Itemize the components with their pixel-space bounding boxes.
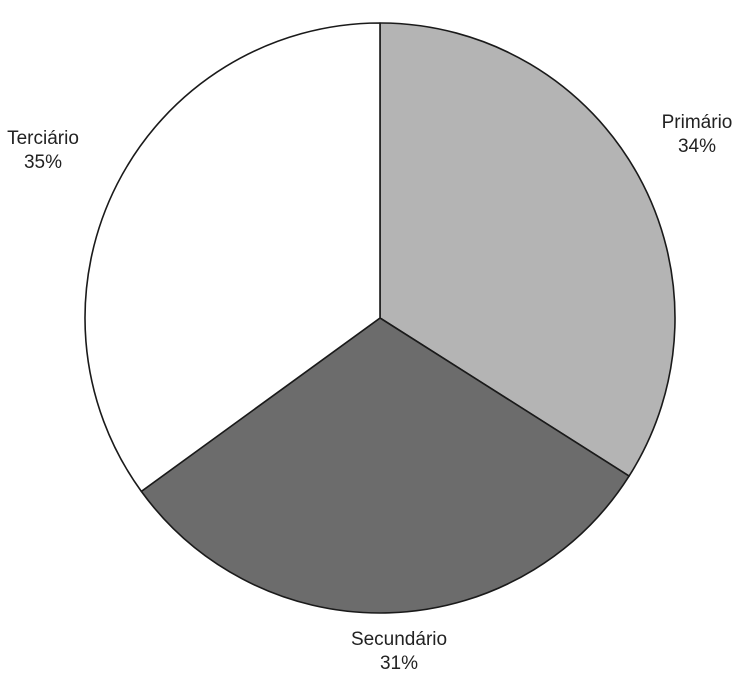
slice-percent-2: 31%: [380, 653, 418, 674]
pie-slice-1: [379, 22, 676, 477]
pie-slices: [84, 22, 676, 614]
slice-label-2: Secundário: [351, 629, 447, 650]
pie-labels: Primário 34% Secundário 31% Terciário 35%: [7, 112, 732, 674]
pie-slice-2: [140, 317, 630, 614]
slice-percent-3: 35%: [24, 152, 62, 173]
slice-label-3: Terciário: [7, 128, 79, 149]
pie-slice-3: [84, 22, 381, 493]
slice-label-1: Primário: [662, 112, 733, 133]
slice-percent-1: 34%: [678, 136, 716, 157]
